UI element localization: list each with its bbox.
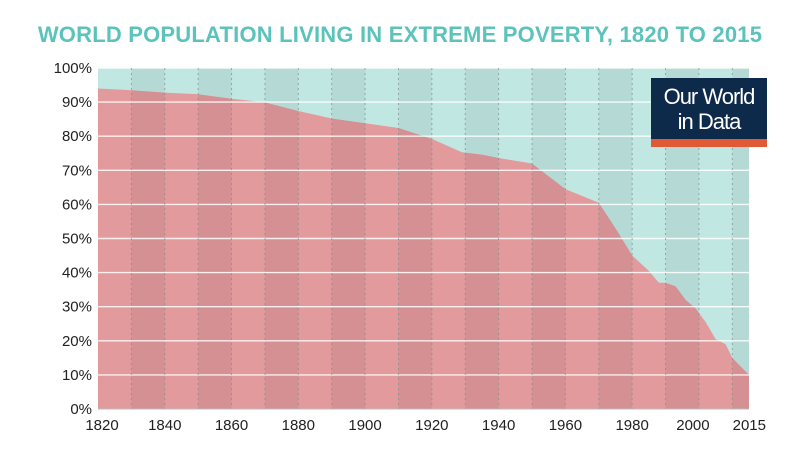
y-tick-label: 20%	[62, 333, 92, 350]
y-tick-label: 70%	[62, 162, 92, 179]
x-tick-label: 2015	[733, 417, 766, 434]
x-tick-label: 2000	[676, 417, 709, 434]
y-tick-label: 10%	[62, 367, 92, 384]
y-tick-label: 80%	[62, 128, 92, 145]
x-tick-label: 1860	[215, 417, 248, 434]
y-tick-label: 30%	[62, 299, 92, 316]
chart-title: WORLD POPULATION LIVING IN EXTREME POVER…	[37, 22, 763, 47]
x-tick-label: 1820	[85, 417, 118, 434]
y-tick-label: 0%	[70, 401, 92, 418]
our-world-in-data-logo: Our World in Data	[651, 78, 767, 147]
x-tick-label: 1920	[415, 417, 448, 434]
x-tick-label: 1940	[482, 417, 515, 434]
logo-line-2: in Data	[677, 109, 742, 134]
x-tick-label: 1880	[282, 417, 315, 434]
y-tick-label: 40%	[62, 265, 92, 282]
extreme-poverty-area	[98, 88, 749, 409]
y-tick-label: 60%	[62, 196, 92, 213]
y-tick-label: 90%	[62, 94, 92, 111]
y-tick-label: 50%	[62, 231, 92, 248]
x-tick-label: 1980	[615, 417, 648, 434]
x-tick-label: 1960	[549, 417, 582, 434]
x-tick-label: 1900	[348, 417, 381, 434]
x-tick-label: 1840	[148, 417, 181, 434]
logo-line-1: Our World	[663, 84, 756, 109]
y-tick-label: 100%	[54, 60, 92, 77]
